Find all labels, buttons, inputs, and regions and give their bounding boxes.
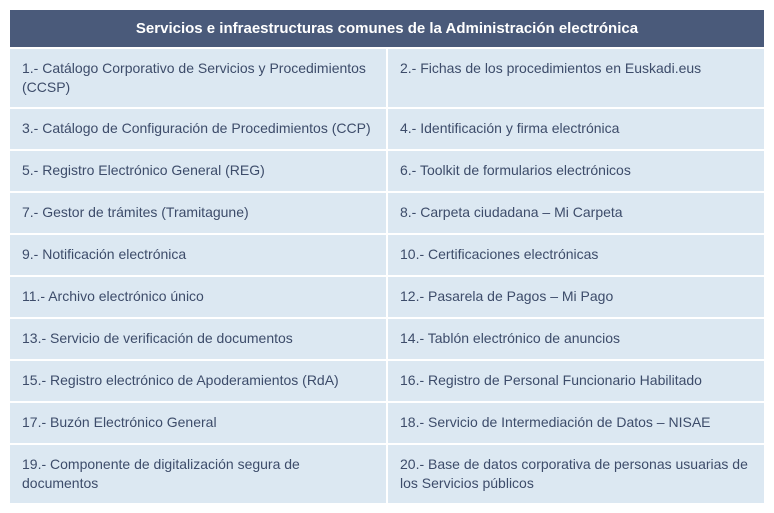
table-cell: 11.- Archivo electrónico único	[10, 277, 386, 317]
services-table: Servicios e infraestructuras comunes de …	[0, 0, 774, 513]
table-cell: 15.- Registro electrónico de Apoderamien…	[10, 361, 386, 401]
table-cell: 9.- Notificación electrónica	[10, 235, 386, 275]
table-cell: 6.- Toolkit de formularios electrónicos	[388, 151, 764, 191]
table-body: 1.- Catálogo Corporativo de Servicios y …	[10, 49, 764, 503]
table-cell: 1.- Catálogo Corporativo de Servicios y …	[10, 49, 386, 107]
table-cell: 16.- Registro de Personal Funcionario Ha…	[388, 361, 764, 401]
table-cell: 12.- Pasarela de Pagos – Mi Pago	[388, 277, 764, 317]
table-cell: 2.- Fichas de los procedimientos en Eusk…	[388, 49, 764, 107]
table-cell: 7.- Gestor de trámites (Tramitagune)	[10, 193, 386, 233]
table-cell: 4.- Identificación y firma electrónica	[388, 109, 764, 149]
table-cell: 13.- Servicio de verificación de documen…	[10, 319, 386, 359]
table-cell: 14.- Tablón electrónico de anuncios	[388, 319, 764, 359]
table-cell: 8.- Carpeta ciudadana – Mi Carpeta	[388, 193, 764, 233]
table-cell: 19.- Componente de digitalización segura…	[10, 445, 386, 503]
table-cell: 17.- Buzón Electrónico General	[10, 403, 386, 443]
table-cell: 5.- Registro Electrónico General (REG)	[10, 151, 386, 191]
table-cell: 20.- Base de datos corporativa de person…	[388, 445, 764, 503]
table-title: Servicios e infraestructuras comunes de …	[10, 10, 764, 47]
table-cell: 18.- Servicio de Intermediación de Datos…	[388, 403, 764, 443]
table-cell: 3.- Catálogo de Configuración de Procedi…	[10, 109, 386, 149]
table-cell: 10.- Certificaciones electrónicas	[388, 235, 764, 275]
